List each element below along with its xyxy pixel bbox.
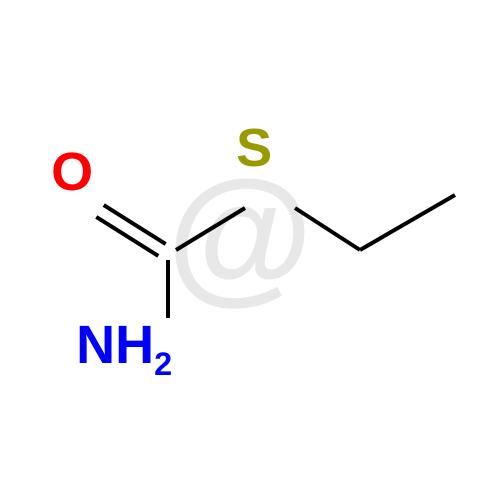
atom-S: S (236, 121, 272, 175)
atom-N: NH2 (76, 318, 172, 380)
bond-line (96, 217, 158, 256)
atom-O: O (51, 145, 93, 199)
molecule-canvas: @ (0, 0, 500, 500)
bond-line (360, 195, 455, 250)
bond-line (104, 205, 166, 244)
